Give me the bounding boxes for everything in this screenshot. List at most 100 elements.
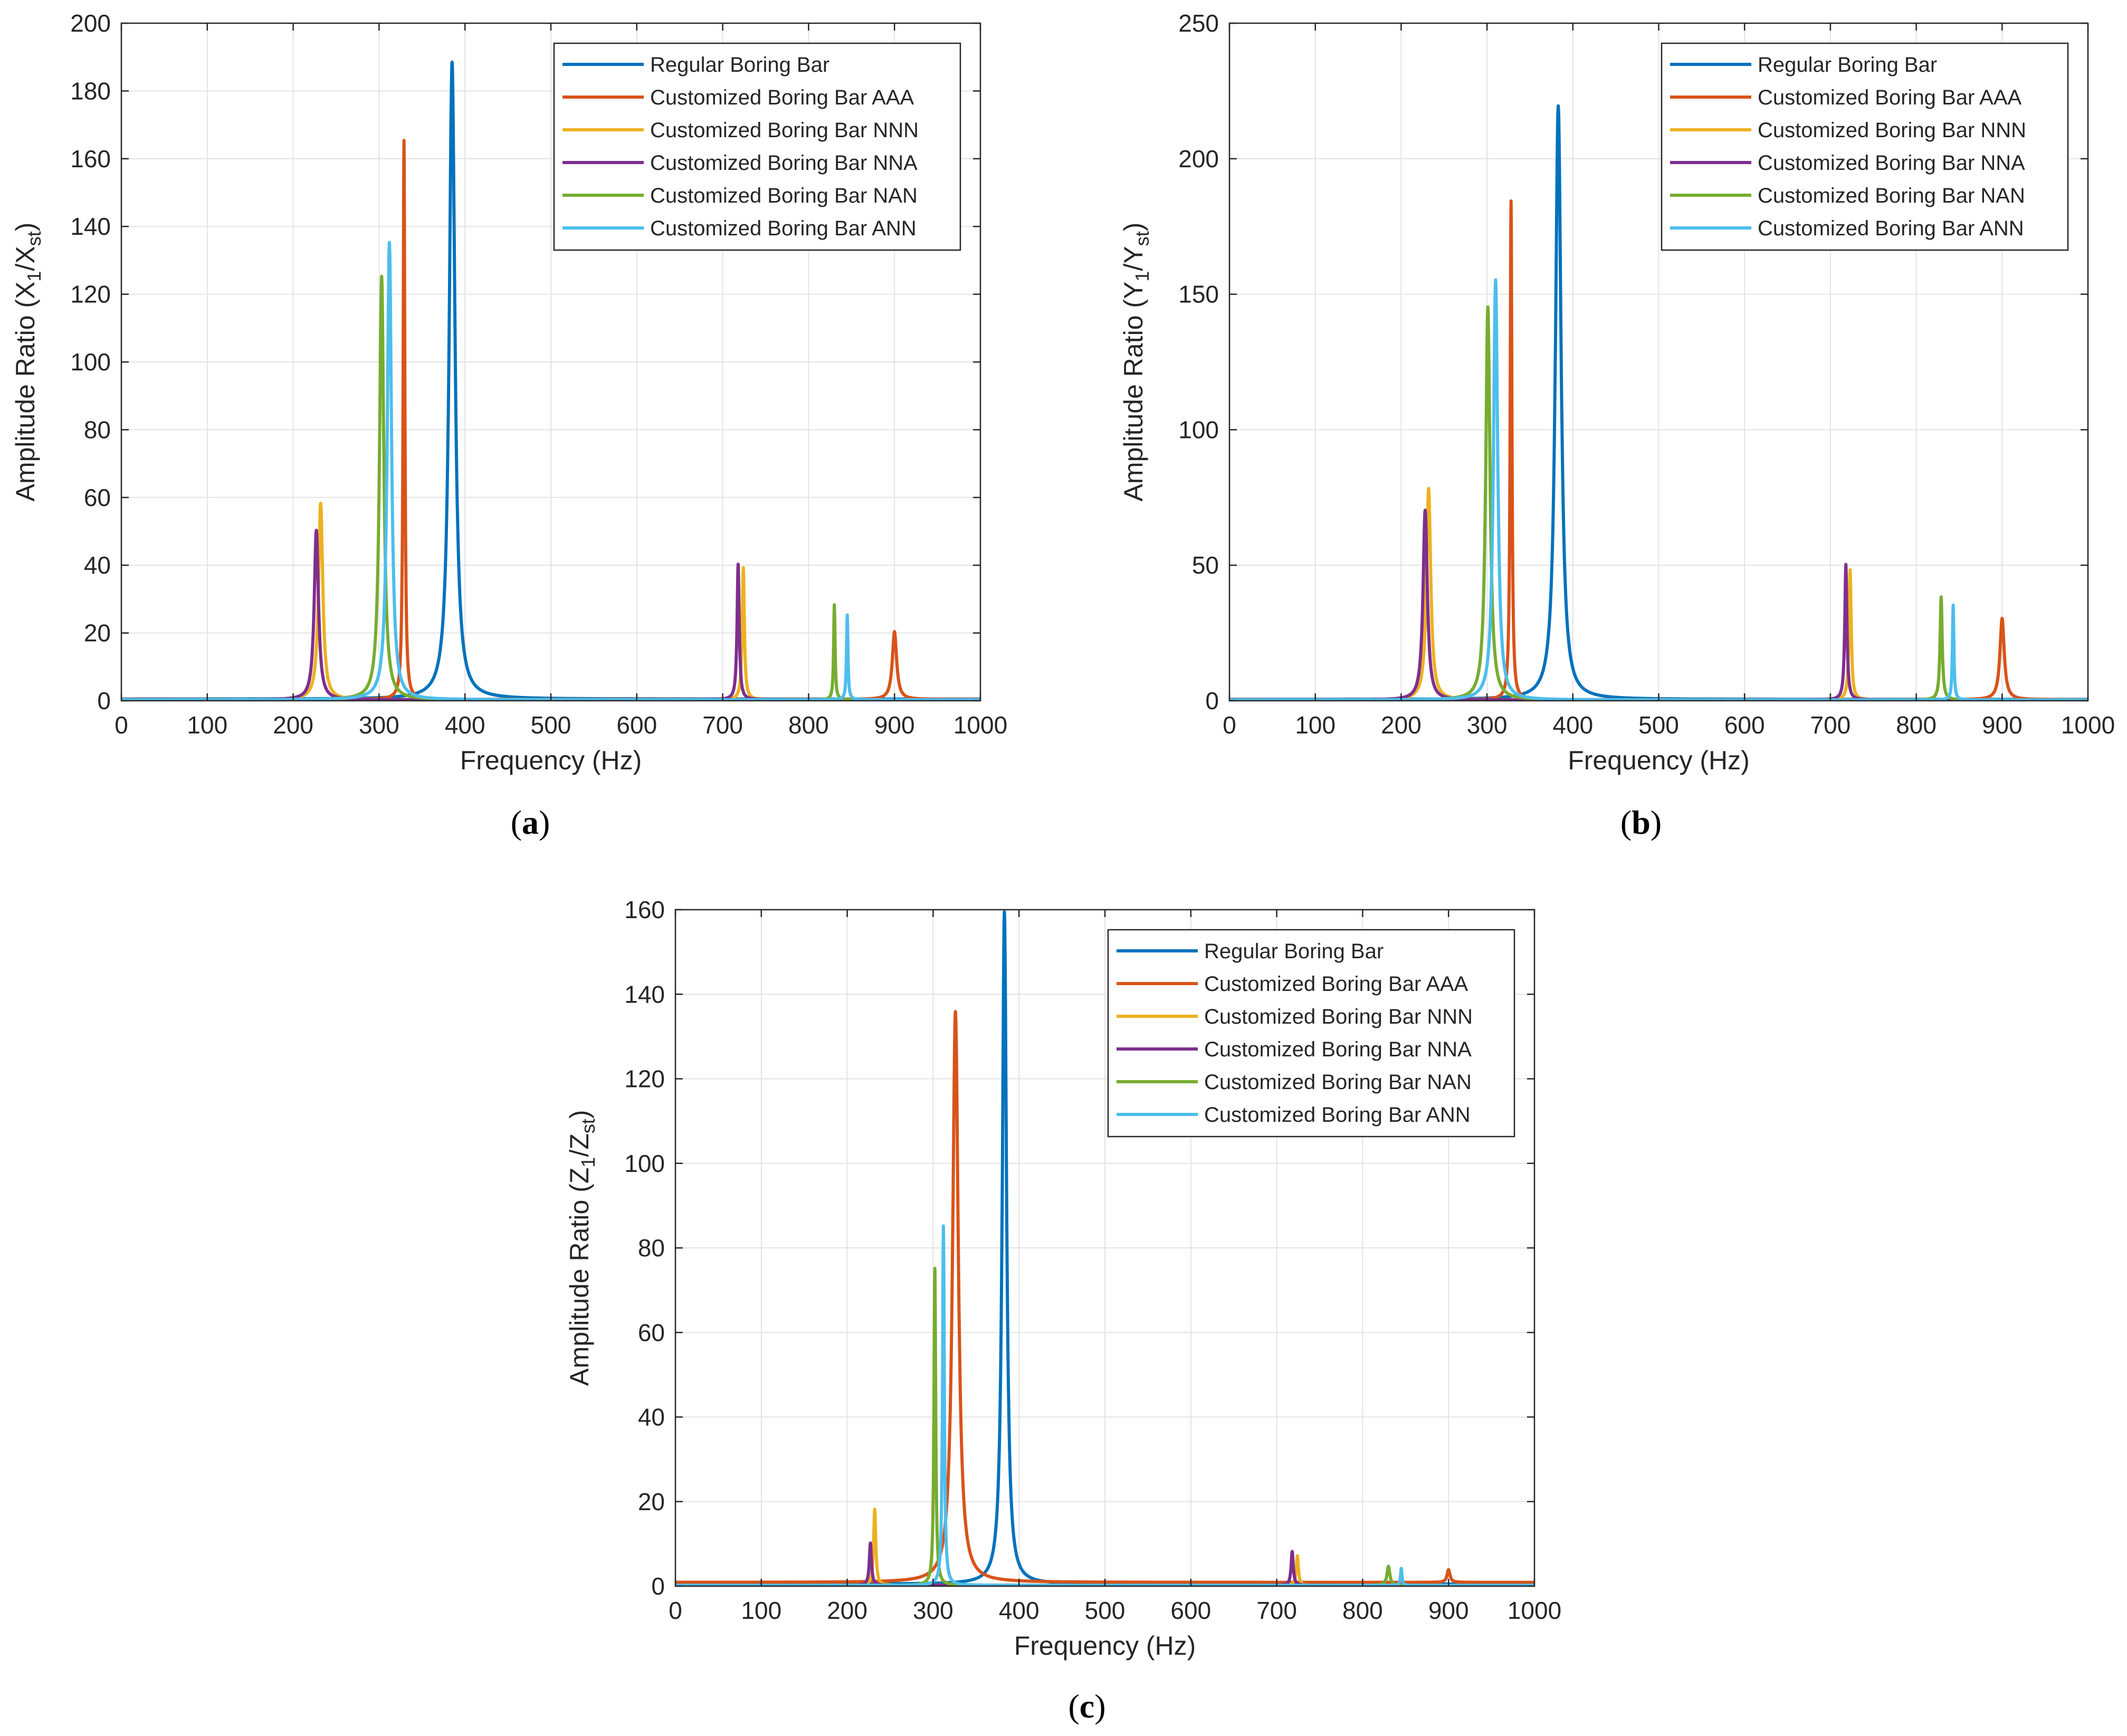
y-tick-label: 100 [624,1150,665,1177]
caption-letter: a [522,804,539,841]
caption-paren-close: ) [539,804,550,841]
legend-label-6: Customized Boring Bar ANN [1758,217,2024,240]
x-tick-label: 700 [702,711,743,739]
y-tick-label: 50 [1192,551,1219,579]
x-tick-label: 700 [1810,711,1851,739]
y-label-subscript-st: st [577,1119,599,1133]
x-tick-label: 800 [788,711,829,739]
legend-label-5: Customized Boring Bar NAN [650,184,918,207]
legend-label-1: Regular Boring Bar [650,53,829,77]
legend-label-4: Customized Boring Bar NNA [1204,1038,1472,1061]
series-line-6 [675,1224,1534,1586]
x-tick-label: 900 [1428,1597,1469,1624]
x-tick-label: 300 [359,711,399,739]
x-tick-label: 600 [1724,711,1765,739]
caption-a: (a) [511,804,550,841]
legend-label-5: Customized Boring Bar NAN [1758,184,2025,207]
y-tick-label: 150 [1178,281,1219,308]
legend: Regular Boring Bar Customized Boring Bar … [1661,42,2069,251]
series-group [1229,104,2088,701]
x-tick-label: 800 [1896,711,1937,739]
x-tick-label: 500 [1085,1597,1126,1624]
y-label-slash: / [11,264,40,271]
y-label-suffix: ) [565,1110,594,1119]
x-tick-label: 400 [445,711,485,739]
x-tick-label: 100 [1295,711,1336,739]
x-tick-label: 200 [273,711,313,739]
caption-letter: c [1080,1687,1094,1725]
caption-letter: b [1632,804,1651,841]
x-tick-label: 300 [913,1597,953,1624]
legend-label-2: Customized Boring Bar AAA [1758,86,2022,109]
x-tick-label: 100 [741,1597,781,1624]
x-tick-label: 400 [1552,711,1593,739]
y-tick-label: 250 [1178,9,1219,37]
y-tick-label: 60 [638,1319,665,1346]
legend-box [553,42,961,251]
x-tick-label: 100 [187,711,227,739]
legend-box [1661,42,2069,251]
x-tick-label: 1000 [1508,1597,1561,1624]
y-label-prefix: Amplitude Ratio ( [1119,299,1148,502]
y-label-slash: / [565,1150,594,1157]
caption-paren-close: ) [1094,1687,1105,1725]
x-tick-label: 0 [115,711,128,739]
y-tick-label: 120 [624,1065,665,1093]
chart-panel-a: 0 100 200 300 400 500 600 700 800 900 1000 0 20 40 60 8… [11,9,1007,775]
x-tick-label: 600 [1170,1597,1211,1624]
caption-b: (b) [1620,804,1662,841]
y-label-subscript-1: 1 [23,271,45,282]
y-tick-label: 100 [1178,416,1219,443]
x-tick-label: 200 [827,1597,867,1624]
y-tick-label: 20 [638,1488,665,1515]
y-tick-label: 160 [70,145,111,173]
x-tick-label: 900 [874,711,915,739]
caption-paren-open: ( [1068,1687,1079,1725]
x-tick-label: 1000 [953,711,1007,739]
x-tick-label: 1000 [2061,711,2115,739]
legend-label-4: Customized Boring Bar NNA [650,151,918,175]
y-tick-label: 140 [70,213,111,240]
legend: Regular Boring Bar Customized Boring Bar … [553,42,961,251]
x-axis-label: Frequency (Hz) [1568,746,1750,775]
caption-c: (c) [1068,1687,1105,1725]
y-label-suffix: ) [11,223,40,232]
y-tick-label: 140 [624,980,665,1008]
y-tick-label: 60 [84,484,111,511]
y-axis-label: Amplitude Ratio (X1/Xst) [11,223,45,502]
legend-label-1: Regular Boring Bar [1758,53,1937,77]
legend-label-4: Customized Boring Bar NNA [1758,151,2025,175]
legend-box [1107,929,1515,1138]
x-axis-label: Frequency (Hz) [1014,1631,1196,1661]
y-label-prefix: Amplitude Ratio ( [565,1184,594,1386]
series-line-6 [121,241,980,701]
legend-label-2: Customized Boring Bar AAA [650,86,914,109]
x-tick-label: 400 [999,1597,1039,1624]
x-tick-label: 700 [1256,1597,1297,1624]
legend-label-3: Customized Boring Bar NNN [650,119,919,142]
y-tick-label: 40 [638,1404,665,1431]
legend-label-6: Customized Boring Bar ANN [1204,1103,1471,1127]
series-line-6 [1229,278,2088,701]
x-tick-label: 300 [1467,711,1508,739]
y-tick-label: 200 [70,9,111,37]
legend-label-5: Customized Boring Bar NAN [1204,1071,1472,1094]
y-label-symbol-2: X [11,246,40,263]
y-axis-label: Amplitude Ratio (Y1/Yst) [1119,223,1153,502]
y-tick-label: 40 [84,551,111,579]
y-label-symbol: Y [1119,282,1148,299]
y-label-symbol: X [11,282,40,299]
y-label-subscript-st: st [1131,231,1153,246]
legend-label-3: Customized Boring Bar NNN [1758,119,2026,142]
y-tick-label: 180 [70,77,111,104]
y-label-symbol: Z [565,1168,594,1184]
y-tick-label: 0 [97,687,111,714]
y-label-prefix: Amplitude Ratio ( [11,299,40,502]
x-tick-label: 600 [616,711,657,739]
y-axis-label: Amplitude Ratio (Z1/Zst) [565,1110,599,1386]
chart-panel-b: 0 100 200 300 400 500 600 700 800 900 1000 0 50 100 15… [1119,9,2115,775]
legend-label-2: Customized Boring Bar AAA [1204,972,1468,996]
y-tick-label: 120 [70,281,111,308]
chart-panel-c: 0 100 200 300 400 500 600 700 800 900 1000 0 20 40 60 8… [565,896,1561,1661]
